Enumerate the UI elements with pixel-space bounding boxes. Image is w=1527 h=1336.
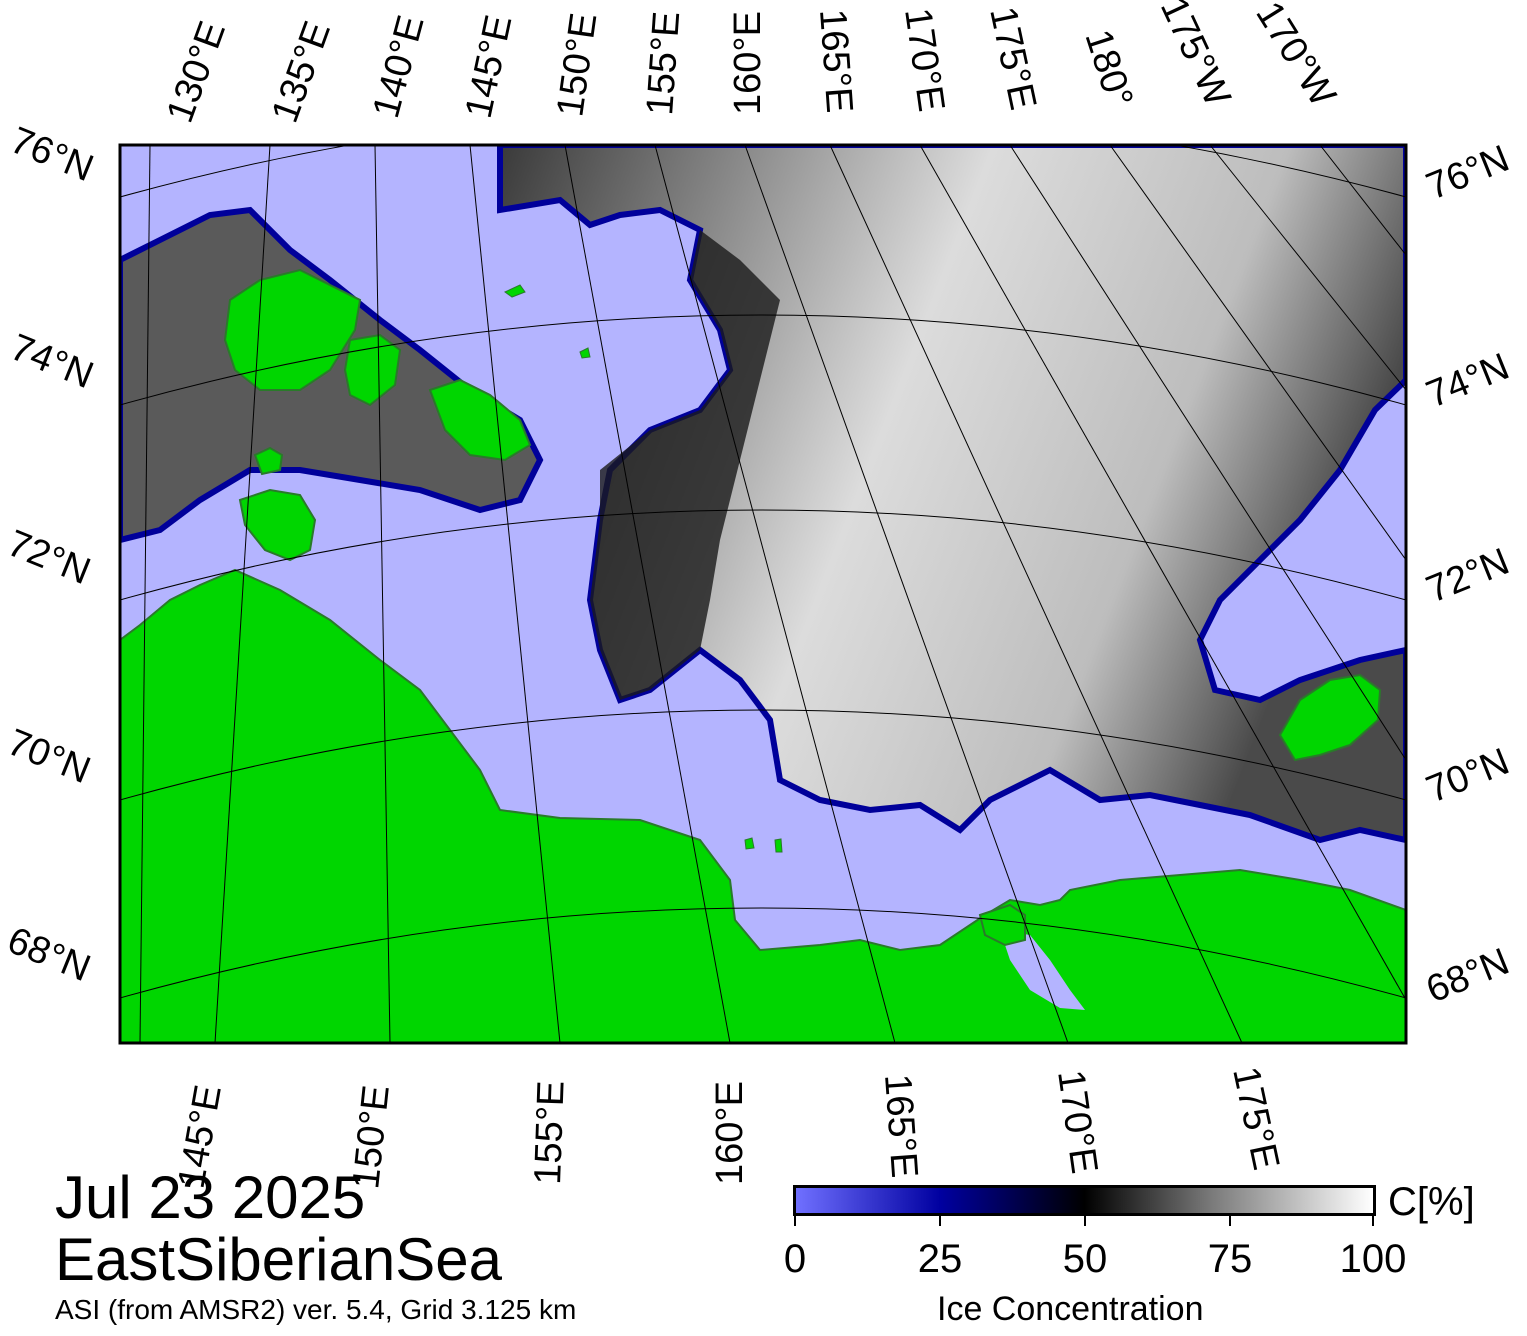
chaun-bay	[1000, 930, 1085, 1010]
title-block: Jul 23 2025 EastSiberianSea ASI (from AM…	[55, 1168, 576, 1324]
faddeyevsky-island	[343, 333, 402, 407]
colorbar-gradient	[793, 1185, 1376, 1216]
ayon-island	[978, 903, 1026, 947]
bottom-lon-label: 175°E	[1224, 1063, 1287, 1173]
lat-label-right: 74°N	[1421, 346, 1515, 417]
mainland-land	[120, 568, 1406, 1043]
top-lon-label: 130°E	[159, 16, 234, 128]
data-source: ASI (from AMSR2) ver. 5.4, Grid 3.125 km	[55, 1294, 577, 1325]
top-lon-label: 180°	[1076, 25, 1140, 113]
map-region: EastSiberianSea	[55, 1226, 502, 1293]
lat-label-right: 72°N	[1421, 541, 1515, 612]
lat-label-right: 68°N	[1421, 941, 1515, 1012]
lat-label-left: 72°N	[2, 522, 96, 593]
new-siberia-island	[428, 378, 532, 462]
wrangel-island	[1278, 673, 1382, 762]
top-lon-label: 150°E	[549, 10, 605, 119]
henrietta-island	[579, 347, 591, 359]
right-lat-labels: 76°N 74°N 72°N 70°N 68°N	[1421, 138, 1515, 1012]
bottom-lon-label: 155°E	[527, 1080, 573, 1185]
top-lon-label: 140°E	[365, 11, 432, 122]
bear-islands	[744, 837, 783, 853]
colorbar-tick-label: 75	[1207, 1237, 1253, 1281]
top-lon-label: 170°E	[896, 5, 952, 114]
maly-lyakhovsky-island	[253, 446, 284, 476]
bennett-island	[504, 284, 526, 298]
top-lon-label: 175°E	[981, 3, 1044, 113]
kotelny-island	[223, 268, 362, 391]
bottom-lon-label: 165°E	[876, 1073, 925, 1180]
map-area	[120, 145, 1406, 1043]
top-lon-label: 175°W	[1152, 0, 1238, 113]
colorbar-tick-label: 0	[783, 1237, 807, 1281]
top-lon-label: 155°E	[639, 10, 688, 117]
colorbar	[793, 1185, 1376, 1216]
lat-label-left: 74°N	[5, 326, 99, 397]
graticule	[120, 145, 1406, 1043]
top-lon-label: 145°E	[458, 11, 521, 121]
colorbar-unit: C[%]	[1388, 1180, 1475, 1224]
lat-label-left: 70°N	[2, 721, 96, 792]
bottom-lon-label: 170°E	[1049, 1067, 1105, 1176]
colorbar-title: Ice Concentration	[937, 1290, 1204, 1328]
left-lat-labels: 76°N 74°N 72°N 70°N 68°N	[2, 119, 99, 990]
bolshoy-lyakhovsky-island	[238, 488, 317, 562]
lat-label-left: 76°N	[5, 119, 99, 190]
ice-edge-band	[590, 230, 780, 700]
top-lon-labels: 130°E 135°E 140°E 145°E 150°E 155°E 160°…	[159, 0, 1344, 128]
top-lon-label: 160°E	[727, 11, 769, 115]
colorbar-tick-label: 100	[1339, 1237, 1407, 1281]
lat-label-right: 70°N	[1421, 741, 1515, 812]
map-frame	[118, 143, 1408, 1045]
map-date: Jul 23 2025	[55, 1164, 366, 1231]
sea-ice-west	[120, 206, 544, 544]
top-lon-label: 170°W	[1247, 0, 1343, 114]
lat-label-left: 68°N	[2, 919, 96, 990]
colorbar-tick-label: 50	[1062, 1237, 1108, 1281]
top-lon-label: 135°E	[264, 16, 339, 128]
colorbar-tick-label: 25	[917, 1237, 963, 1281]
lat-label-right: 76°N	[1421, 138, 1515, 209]
top-lon-label: 165°E	[811, 8, 860, 115]
bottom-lon-label: 160°E	[709, 1081, 751, 1185]
